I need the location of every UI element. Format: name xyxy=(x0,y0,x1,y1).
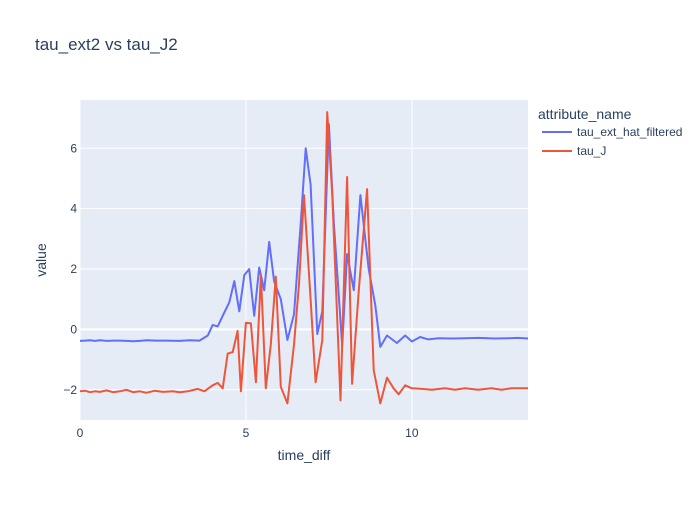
y-tick-label: −2 xyxy=(63,383,77,397)
y-tick-label: 6 xyxy=(70,141,77,155)
legend[interactable]: attribute_name tau_ext_hat_filtered tau_J xyxy=(538,106,682,158)
x-tick-label: 10 xyxy=(405,426,419,440)
axes: −2 0 2 4 6 0 5 10 xyxy=(63,141,419,440)
x-tick-label: 0 xyxy=(77,426,84,440)
series-lines xyxy=(79,111,529,405)
y-tick-label: 0 xyxy=(70,322,77,336)
y-tick-label: 2 xyxy=(70,262,77,276)
series-line-tau_J[interactable] xyxy=(79,111,528,405)
legend-title: attribute_name xyxy=(538,106,632,122)
x-tick-label: 5 xyxy=(243,426,250,440)
legend-item-label[interactable]: tau_J xyxy=(577,144,606,158)
x-axis-label: time_diff xyxy=(278,447,331,463)
legend-item-label[interactable]: tau_ext_hat_filtered xyxy=(577,125,682,139)
plot-area-background xyxy=(80,100,528,420)
y-axis-label: value xyxy=(33,243,49,277)
y-tick-label: 4 xyxy=(70,202,77,216)
chart-title: tau_ext2 vs tau_J2 xyxy=(35,35,178,54)
series-line-tau_ext_hat_filtered[interactable] xyxy=(79,123,529,348)
